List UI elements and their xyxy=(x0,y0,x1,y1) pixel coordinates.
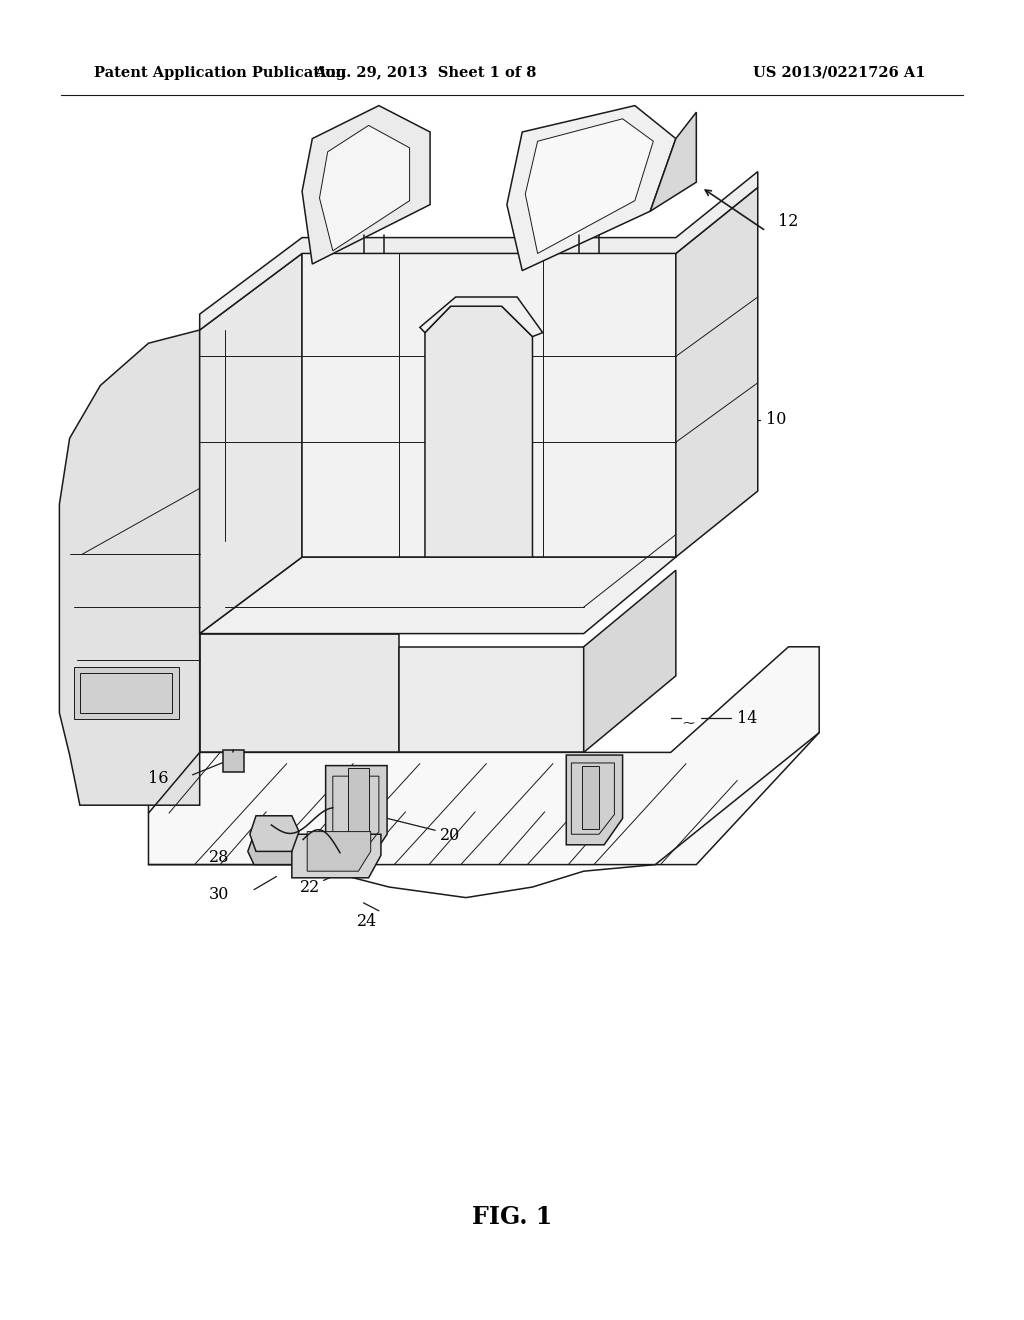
Text: US 2013/0221726 A1: US 2013/0221726 A1 xyxy=(754,66,926,79)
Polygon shape xyxy=(200,557,676,634)
Text: Patent Application Publication: Patent Application Publication xyxy=(94,66,346,79)
Text: 12: 12 xyxy=(778,214,799,230)
Polygon shape xyxy=(200,172,758,330)
Polygon shape xyxy=(148,647,819,865)
Polygon shape xyxy=(525,119,653,253)
Polygon shape xyxy=(425,306,532,557)
Text: 16: 16 xyxy=(148,771,169,787)
Text: 14: 14 xyxy=(737,710,758,726)
Polygon shape xyxy=(326,766,387,865)
Text: 30: 30 xyxy=(209,887,229,903)
Polygon shape xyxy=(348,768,369,847)
Polygon shape xyxy=(650,112,696,211)
Text: ~: ~ xyxy=(681,714,695,730)
Text: 10: 10 xyxy=(766,412,786,428)
Polygon shape xyxy=(292,834,381,878)
Polygon shape xyxy=(582,766,599,829)
Text: 22: 22 xyxy=(300,879,321,895)
Polygon shape xyxy=(420,297,543,337)
Text: Aug. 29, 2013  Sheet 1 of 8: Aug. 29, 2013 Sheet 1 of 8 xyxy=(313,66,537,79)
Polygon shape xyxy=(399,647,584,752)
Polygon shape xyxy=(584,570,676,752)
Polygon shape xyxy=(223,750,244,772)
Polygon shape xyxy=(248,834,301,865)
Text: 24: 24 xyxy=(357,913,378,929)
Polygon shape xyxy=(59,330,200,805)
Polygon shape xyxy=(307,832,371,871)
Text: 20: 20 xyxy=(440,828,461,843)
Polygon shape xyxy=(319,125,410,251)
Text: FIG. 1: FIG. 1 xyxy=(472,1205,552,1229)
Polygon shape xyxy=(302,253,676,557)
Polygon shape xyxy=(676,187,758,557)
Polygon shape xyxy=(200,634,399,752)
Text: ~: ~ xyxy=(686,416,700,432)
Polygon shape xyxy=(507,106,676,271)
Text: 28: 28 xyxy=(209,850,229,866)
Polygon shape xyxy=(302,106,430,264)
Polygon shape xyxy=(250,816,299,851)
Polygon shape xyxy=(200,253,302,634)
Polygon shape xyxy=(566,755,623,845)
Polygon shape xyxy=(74,667,179,719)
